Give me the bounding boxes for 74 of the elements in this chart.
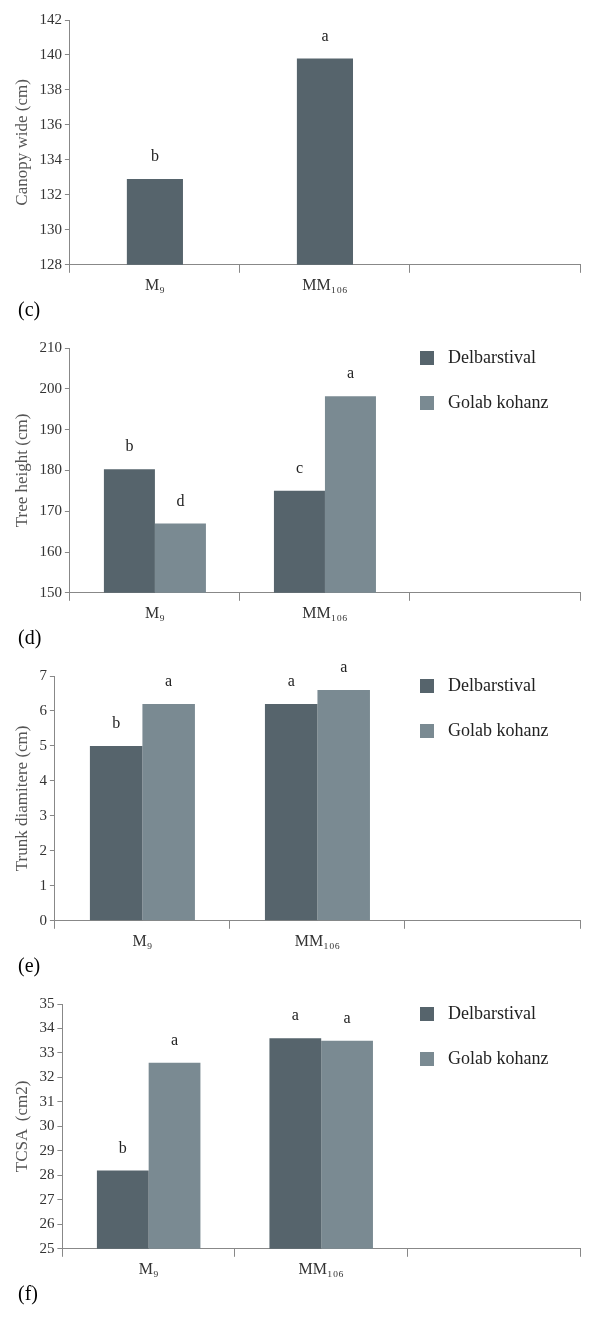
- y-tick-label: 130: [39, 220, 62, 237]
- y-tick-label: 0: [39, 911, 47, 928]
- y-tick-label: 34: [39, 1019, 55, 1036]
- y-tick-label: 26: [39, 1215, 55, 1232]
- x-tick-label: MM₁₀₆: [298, 1259, 344, 1277]
- y-axis-title: TCSA (cm2): [11, 1080, 31, 1173]
- y-tick-label: 29: [39, 1141, 55, 1158]
- y-tick-label: 32: [39, 1068, 55, 1085]
- y-tick-label: 28: [39, 1166, 55, 1183]
- data-label: a: [291, 1006, 299, 1024]
- y-tick-label: 30: [39, 1117, 55, 1134]
- data-label: a: [165, 672, 173, 690]
- y-tick-label: 7: [39, 666, 48, 683]
- data-label: b: [125, 437, 134, 455]
- bar: [317, 689, 370, 921]
- y-tick-label: 180: [39, 461, 62, 478]
- y-tick-label: 33: [39, 1043, 55, 1060]
- y-tick-label: 140: [39, 45, 62, 62]
- y-tick-label: 190: [39, 420, 62, 437]
- legend-label: Golab kohanz: [448, 391, 549, 412]
- x-tick-label: M₉: [138, 1259, 159, 1277]
- legend-label: Delbarstival: [448, 1002, 536, 1023]
- y-tick-label: 27: [39, 1190, 55, 1207]
- y-tick-label: 134: [39, 150, 63, 167]
- bar: [264, 703, 318, 921]
- y-tick-label: 5: [39, 736, 47, 753]
- y-tick-label: 35: [39, 994, 55, 1011]
- data-label: a: [170, 1030, 179, 1048]
- y-tick-label: 3: [39, 806, 47, 823]
- data-label: b: [112, 714, 121, 732]
- text: (f): [18, 1282, 39, 1305]
- y-tick-label: 132: [39, 185, 62, 202]
- x-tick-label: M₉: [145, 275, 165, 293]
- bar: [89, 745, 143, 921]
- data-label: b: [118, 1138, 127, 1156]
- x-tick-label: M₉: [145, 603, 165, 621]
- y-tick-label: 150: [39, 583, 62, 600]
- y-tick-label: 25: [39, 1239, 55, 1256]
- y-axis-title: Canopy wide (cm): [11, 79, 31, 206]
- y-tick-label: 136: [39, 115, 63, 132]
- bar: [142, 703, 195, 921]
- data-label: d: [176, 491, 185, 509]
- data-label: a: [340, 658, 348, 676]
- y-tick-label: 6: [39, 701, 48, 718]
- text: (c): [18, 298, 42, 321]
- text: (d): [18, 626, 43, 649]
- y-tick-label: 31: [39, 1092, 55, 1109]
- y-tick-label: 142: [39, 10, 62, 27]
- y-tick-label: 160: [39, 542, 62, 559]
- x-tick-label: MM₁₀₆: [294, 931, 341, 949]
- y-tick-label: 1: [39, 876, 47, 893]
- x-tick-label: MM₁₀₆: [302, 603, 348, 621]
- legend-label: Golab kohanz: [448, 719, 549, 740]
- y-tick-label: 210: [39, 338, 62, 355]
- x-tick-label: MM₁₀₆: [302, 275, 348, 293]
- data-label: c: [295, 459, 303, 476]
- data-label: a: [346, 364, 355, 382]
- y-tick-label: 4: [39, 771, 48, 788]
- legend-label: Delbarstival: [448, 674, 536, 695]
- text: (e): [18, 954, 42, 977]
- y-tick-label: 170: [39, 502, 62, 519]
- y-tick-label: 200: [39, 379, 62, 396]
- x-tick-label: M₉: [132, 931, 153, 949]
- y-axis-title: Tree height (cm): [11, 413, 31, 528]
- legend-label: Golab kohanz: [448, 1047, 549, 1068]
- y-tick-label: 138: [39, 80, 62, 97]
- data-label: a: [343, 1008, 351, 1026]
- y-tick-label: 2: [39, 841, 47, 858]
- data-label: b: [150, 147, 159, 165]
- legend-label: Delbarstival: [448, 346, 536, 367]
- y-tick-label: 128: [39, 255, 62, 272]
- data-label: a: [287, 672, 295, 690]
- data-label: a: [321, 26, 329, 44]
- y-axis-title: Trunk diamitere (cm): [11, 725, 31, 872]
